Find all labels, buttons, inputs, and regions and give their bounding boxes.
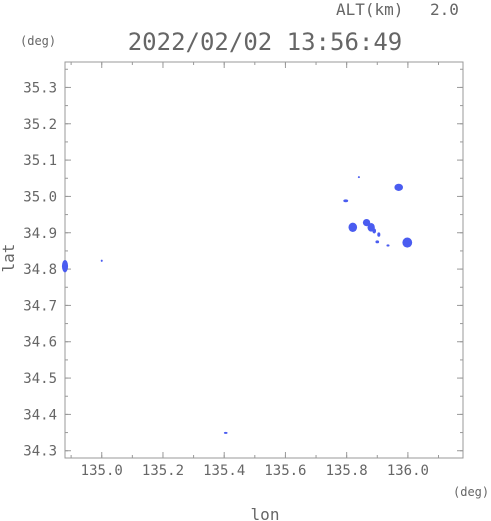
x-axis-label: lon bbox=[251, 505, 280, 521]
y-axis-label: lat bbox=[0, 244, 18, 273]
x-tick-label: 135.8 bbox=[326, 463, 368, 479]
echo-point bbox=[402, 237, 413, 248]
x-tick-label: 135.6 bbox=[264, 463, 306, 479]
x-tick-label: 135.2 bbox=[142, 463, 184, 479]
echo-point bbox=[100, 259, 103, 262]
x-axis-ticks: 135.0 135.2 135.4 135.6 135.8 136.0 bbox=[70, 62, 440, 479]
echo-point bbox=[223, 431, 228, 434]
echo-point bbox=[357, 176, 360, 179]
x-tick-label: 136.0 bbox=[387, 463, 429, 479]
y-tick-label: 34.8 bbox=[23, 262, 57, 278]
y-tick-label: 35.3 bbox=[23, 80, 57, 96]
echo-point bbox=[61, 260, 69, 273]
y-tick-label: 35.1 bbox=[23, 153, 57, 169]
y-tick-label: 34.6 bbox=[23, 335, 57, 351]
altitude-label: ALT(km) bbox=[336, 0, 403, 19]
echo-point bbox=[375, 240, 380, 244]
y-tick-label: 34.9 bbox=[23, 226, 57, 242]
y-tick-label: 34.7 bbox=[23, 298, 57, 314]
y-tick-label: 35.0 bbox=[23, 189, 57, 205]
echo-point bbox=[394, 183, 403, 191]
echo-point bbox=[343, 199, 349, 203]
y-tick-label: 34.4 bbox=[23, 407, 57, 423]
echo-point bbox=[386, 244, 390, 247]
echo-point bbox=[362, 218, 371, 227]
y-axis-ticks: 34.3 34.4 34.5 34.6 34.7 34.8 34.9 35.0 35.1 35.2… bbox=[23, 68, 463, 460]
y-tick-label: 35.2 bbox=[23, 117, 57, 133]
echo-series bbox=[61, 176, 413, 434]
chart-title: 2022/02/02 13:56:49 bbox=[128, 28, 403, 56]
y-tick-label: 34.3 bbox=[23, 444, 57, 460]
echo-point bbox=[372, 228, 377, 234]
altitude-value: 2.0 bbox=[430, 0, 459, 19]
x-tick-label: 135.0 bbox=[81, 463, 123, 479]
plot-frame bbox=[64, 61, 464, 459]
y-unit-label: (deg) bbox=[20, 34, 56, 48]
y-tick-label: 34.5 bbox=[23, 371, 57, 387]
echo-point bbox=[377, 232, 381, 237]
x-unit-label: (deg) bbox=[453, 485, 489, 499]
echo-point bbox=[348, 222, 358, 233]
x-tick-label: 135.4 bbox=[203, 463, 245, 479]
